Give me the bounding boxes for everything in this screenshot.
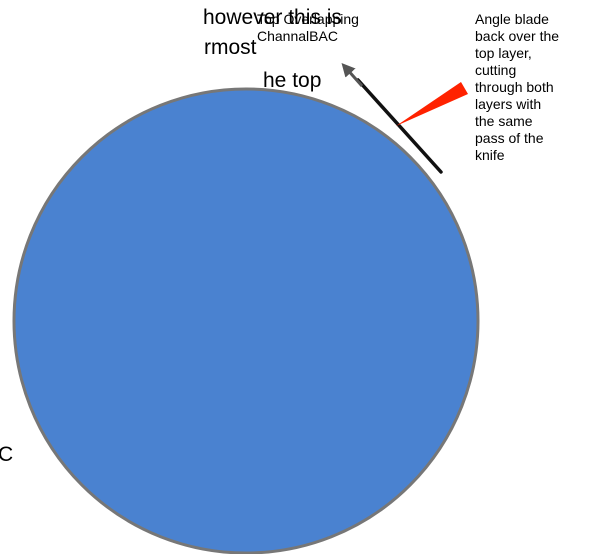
top-overlapping-label: Top Overlapping ChannalBAC (257, 11, 359, 44)
angle-blade-note: Angle blade back over the top layer, cut… (475, 11, 560, 163)
cropped-text-line-4: C (0, 443, 14, 466)
cropped-text-line-1: however this is (203, 6, 342, 29)
round-layer-circle (12, 87, 480, 554)
top-overlapping-layer-line (356, 78, 443, 174)
cropped-text-line-2: rmost (204, 36, 257, 59)
cropped-text-line-3: he top (263, 69, 322, 92)
knife-blade-icon (396, 82, 468, 126)
direction-arrow (341, 62, 364, 87)
